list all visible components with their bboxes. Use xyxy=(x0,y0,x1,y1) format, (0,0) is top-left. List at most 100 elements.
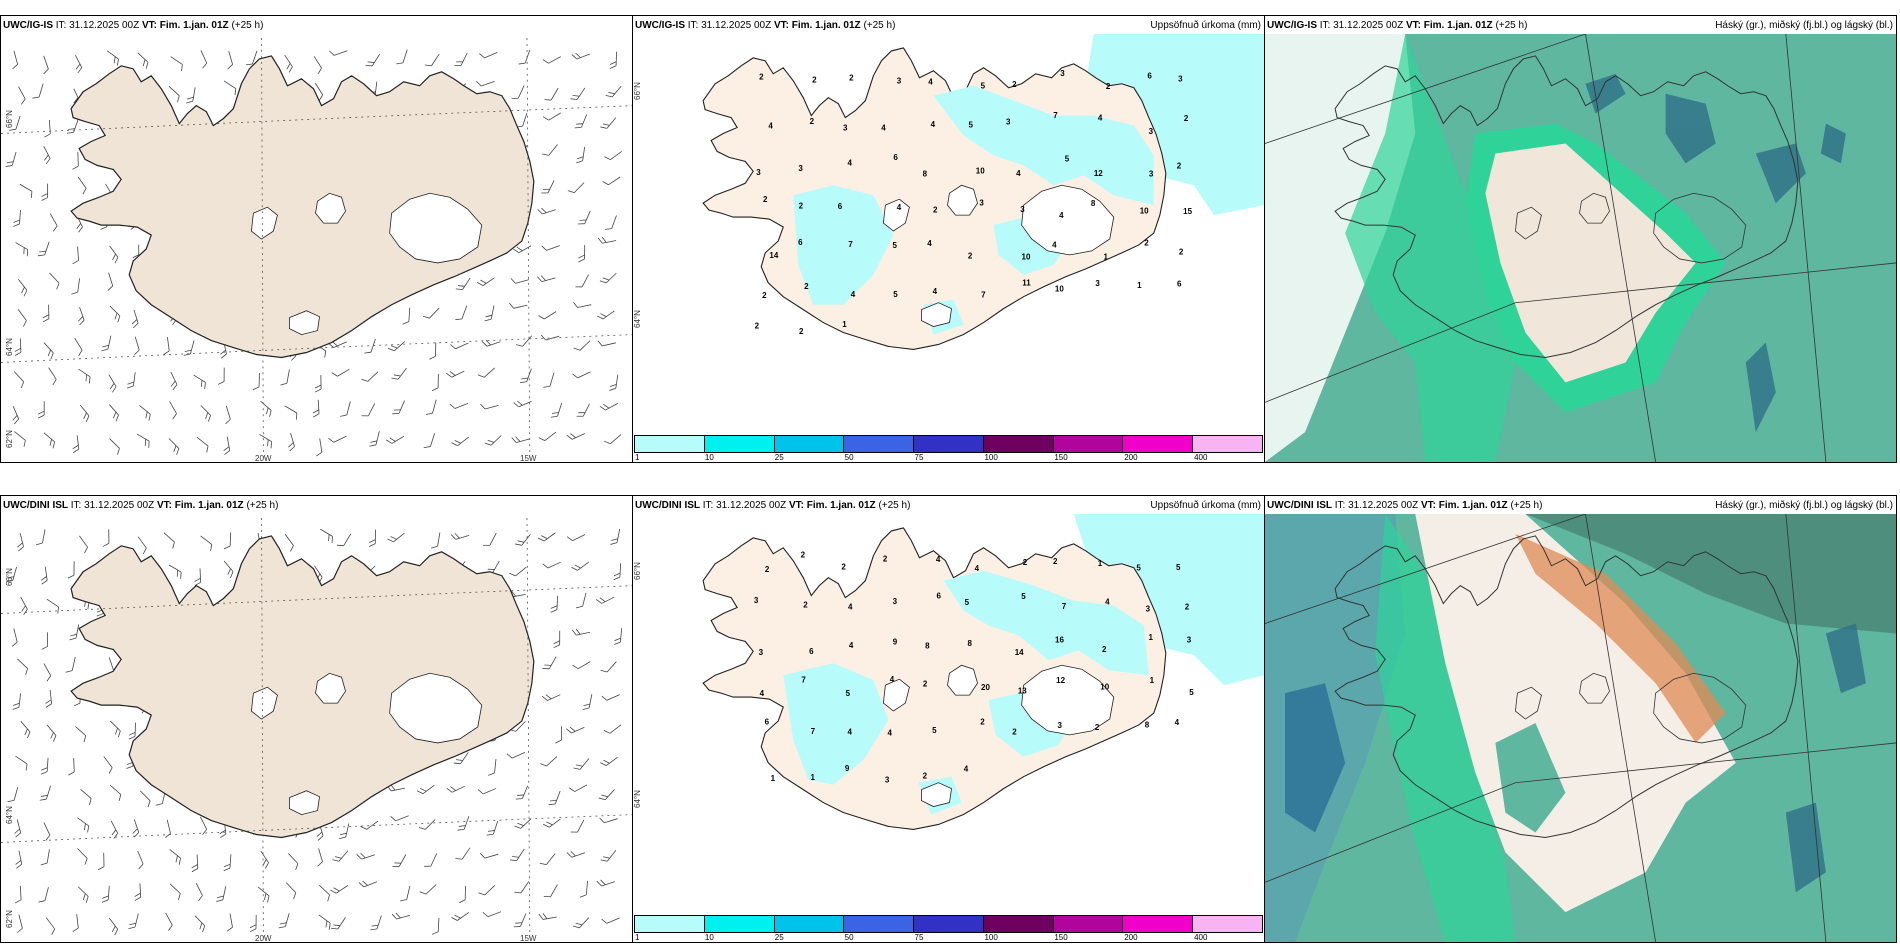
precip-value: 10 xyxy=(1022,253,1031,262)
precip-value: 2 xyxy=(1179,247,1184,256)
wind-barb xyxy=(601,688,621,702)
wind-barb xyxy=(597,234,617,245)
wind-barb xyxy=(196,404,214,423)
precip-value: 2 xyxy=(763,195,768,204)
wind-barb xyxy=(43,367,59,386)
wind-barb xyxy=(67,757,75,776)
colorbar-tick: 150 xyxy=(1054,453,1068,462)
wind-barb xyxy=(445,365,465,379)
precip-value: 2 xyxy=(1012,80,1017,89)
colorbar-tick: 25 xyxy=(774,453,784,462)
precip-value: 2 xyxy=(810,117,815,126)
wind-barb xyxy=(161,819,172,839)
lat-label: 66°N xyxy=(633,562,642,580)
graticule xyxy=(1,514,632,942)
wind-barb xyxy=(127,309,140,329)
wind-barb xyxy=(223,913,234,932)
precip-value: 5 xyxy=(893,241,898,250)
precip-area xyxy=(1083,34,1264,216)
wind-barb xyxy=(71,246,80,265)
wind-barb xyxy=(430,531,441,550)
wind-barb xyxy=(312,847,324,867)
wind-barb xyxy=(476,272,495,288)
precip-value: 4 xyxy=(851,290,856,299)
wind-barb xyxy=(252,372,260,391)
wind-barb xyxy=(572,298,592,309)
precip-value: 2 xyxy=(883,555,888,564)
panel-clouds-igis: UWC/IG-IS IT: 31.12.2025 00Z VT: Fim. 1.… xyxy=(1264,15,1897,463)
precip-value: 5 xyxy=(965,598,970,607)
wind-barb xyxy=(37,55,50,75)
wind-barb xyxy=(37,400,45,419)
colorbar-swatch xyxy=(704,436,775,452)
precip-value: 11 xyxy=(1022,279,1031,288)
precip-value: 4 xyxy=(887,729,892,738)
precip-value: 8 xyxy=(923,169,928,178)
wind-barb xyxy=(575,145,586,165)
wind-barb xyxy=(183,338,195,358)
precip-value: 2 xyxy=(755,321,760,330)
wind-barb xyxy=(189,374,209,390)
lat-label: 66°N xyxy=(5,110,14,128)
panel-title: UWC/IG-IS IT: 31.12.2025 00Z VT: Fim. 1.… xyxy=(1267,20,1528,31)
wind-barb xyxy=(190,854,199,873)
precip-value: 1 xyxy=(771,774,776,783)
precip-value: 2 xyxy=(923,680,928,689)
lon-label: 20W xyxy=(255,934,272,943)
wind-barb xyxy=(35,527,46,547)
wind-barb xyxy=(39,783,51,803)
wind-barb xyxy=(12,209,21,228)
wind-barb xyxy=(596,305,615,322)
precip-value: 1 xyxy=(1150,676,1155,685)
wind-barb xyxy=(219,560,236,579)
wind-barb xyxy=(311,399,320,418)
wind-barb xyxy=(482,529,497,549)
wind-barb xyxy=(165,883,183,901)
wind-barb xyxy=(38,822,52,841)
precip-value: 3 xyxy=(1149,127,1154,136)
wind-barb xyxy=(65,655,76,674)
precip-value: 15 xyxy=(1183,207,1192,216)
wind-barb xyxy=(515,331,533,349)
precip-value: 3 xyxy=(1095,279,1100,288)
wind-barb xyxy=(571,626,591,637)
panel-wind-igis: UWC/IG-IS IT: 31.12.2025 00Z VT: Fim. 1.… xyxy=(0,15,633,463)
precip-value: 5 xyxy=(932,726,937,735)
colorbar-tick: 10 xyxy=(704,453,714,462)
precip-colorbar: 1 10 25 50 75 100 150 200 400 xyxy=(633,914,1264,942)
wind-barb xyxy=(542,107,562,123)
precip-value: 6 xyxy=(809,647,814,656)
precip-value: 7 xyxy=(801,675,806,684)
wind-barb xyxy=(42,119,51,138)
wind-barb xyxy=(15,720,33,739)
wind-barb xyxy=(572,366,591,380)
wind-barb xyxy=(67,560,75,579)
field-title: Háský (gr.), miðský (fj.bl.) og lágský (… xyxy=(1715,500,1893,511)
wind-barb xyxy=(543,881,558,900)
lat-label: 66°N xyxy=(5,568,14,586)
wind-barb xyxy=(506,746,526,760)
wind-barb xyxy=(126,370,136,390)
wind-barb xyxy=(480,399,499,411)
precip-value: 4 xyxy=(1052,240,1057,249)
precip-value: 4 xyxy=(964,765,969,774)
wind-barb xyxy=(513,910,527,930)
precip-value: 9 xyxy=(893,637,898,646)
wind-barb xyxy=(70,725,89,743)
precip-value: 4 xyxy=(1175,718,1180,727)
wind-barb xyxy=(190,882,205,902)
wind-barb xyxy=(566,427,586,441)
wind-barb xyxy=(103,374,119,393)
wind-barb xyxy=(43,689,53,708)
colorbar-tick: 50 xyxy=(844,453,854,462)
precip-value: 5 xyxy=(893,290,898,299)
wind-barb xyxy=(541,239,561,252)
precip-value: 3 xyxy=(1006,117,1011,126)
wind-barb xyxy=(457,813,470,833)
precip-value: 3 xyxy=(756,168,761,177)
graticule xyxy=(1,34,632,462)
wind-barb xyxy=(12,914,24,934)
wind-barb xyxy=(40,632,49,650)
precip-value: 3 xyxy=(1057,721,1062,730)
wind-barb xyxy=(425,397,437,417)
